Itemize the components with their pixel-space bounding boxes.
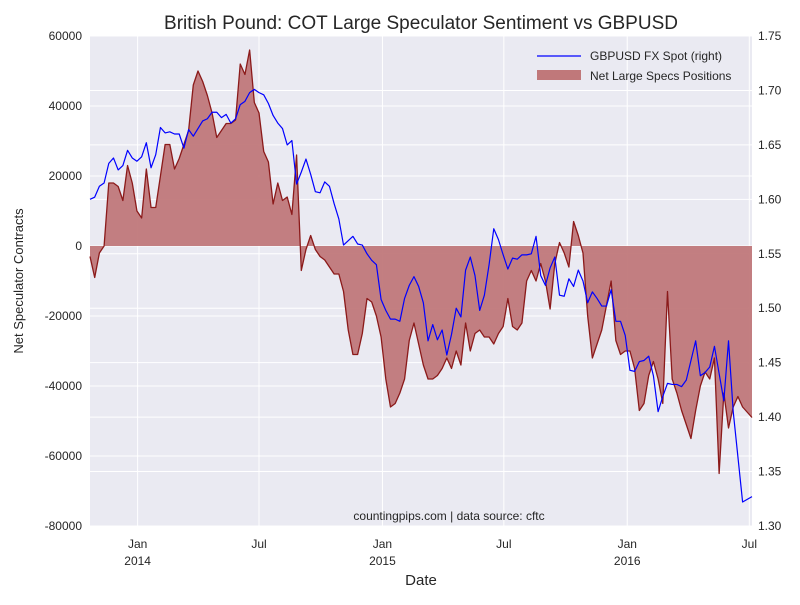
legend-label-net-specs: Net Large Specs Positions	[590, 69, 731, 83]
y-tick-label: -80000	[45, 519, 83, 533]
net-specs-area	[90, 50, 752, 474]
x-tick-label: Jul	[742, 537, 757, 551]
x-tick-label: Jan	[618, 537, 637, 551]
y-tick-label: 40000	[49, 99, 83, 113]
y-tick-label: 20000	[49, 169, 83, 183]
left-axis-tick-labels: -80000 -60000 -40000 -20000 0 20000 40000 60000	[45, 29, 83, 533]
y2-tick-label: 1.30	[758, 519, 782, 533]
legend-label-gbpusd: GBPUSD FX Spot (right)	[590, 49, 722, 63]
x-tick-label: Jan	[373, 537, 392, 551]
legend-swatch-net-specs	[537, 70, 581, 80]
x-axis-tick-labels: Jan 2014 Jul Jan 2015 Jul Jan 2016 Jul	[124, 537, 757, 568]
x-tick-label: Jul	[251, 537, 266, 551]
y2-tick-label: 1.75	[758, 29, 782, 43]
gbpusd-line	[89, 88, 753, 503]
y-axis-label: Net Speculator Contracts	[11, 208, 26, 354]
y2-tick-label: 1.70	[758, 83, 782, 97]
x-tick-year-label: 2016	[614, 554, 641, 568]
y-tick-label: -20000	[45, 309, 83, 323]
x-tick-label: Jan	[128, 537, 147, 551]
y-tick-label: 60000	[49, 29, 83, 43]
y2-tick-label: 1.50	[758, 301, 782, 315]
gbpusd-line-layer	[89, 88, 753, 503]
y2-tick-label: 1.60	[758, 192, 782, 206]
x-axis-label: Date	[405, 572, 437, 589]
y2-tick-label: 1.40	[758, 410, 782, 424]
x-tick-year-label: 2014	[124, 554, 151, 568]
y-tick-label: 0	[75, 239, 82, 253]
y2-tick-label: 1.45	[758, 356, 782, 370]
y2-tick-label: 1.55	[758, 247, 782, 261]
net-specs-area-layer	[89, 49, 753, 475]
source-annotation: countingpips.com | data source: cftc	[353, 509, 544, 523]
y2-tick-label: 1.35	[758, 465, 782, 479]
chart-title: British Pound: COT Large Speculator Sent…	[164, 13, 678, 34]
y2-tick-label: 1.65	[758, 138, 782, 152]
y-tick-label: -40000	[45, 379, 83, 393]
legend: GBPUSD FX Spot (right) Net Large Specs P…	[537, 49, 731, 83]
net-specs-edge-line	[89, 49, 753, 475]
right-axis-tick-labels: 1.30 1.35 1.40 1.45 1.50 1.55 1.60 1.65 1.70 1.75	[758, 29, 782, 533]
y-tick-label: -60000	[45, 449, 83, 463]
x-tick-label: Jul	[496, 537, 511, 551]
x-tick-year-label: 2015	[369, 554, 396, 568]
